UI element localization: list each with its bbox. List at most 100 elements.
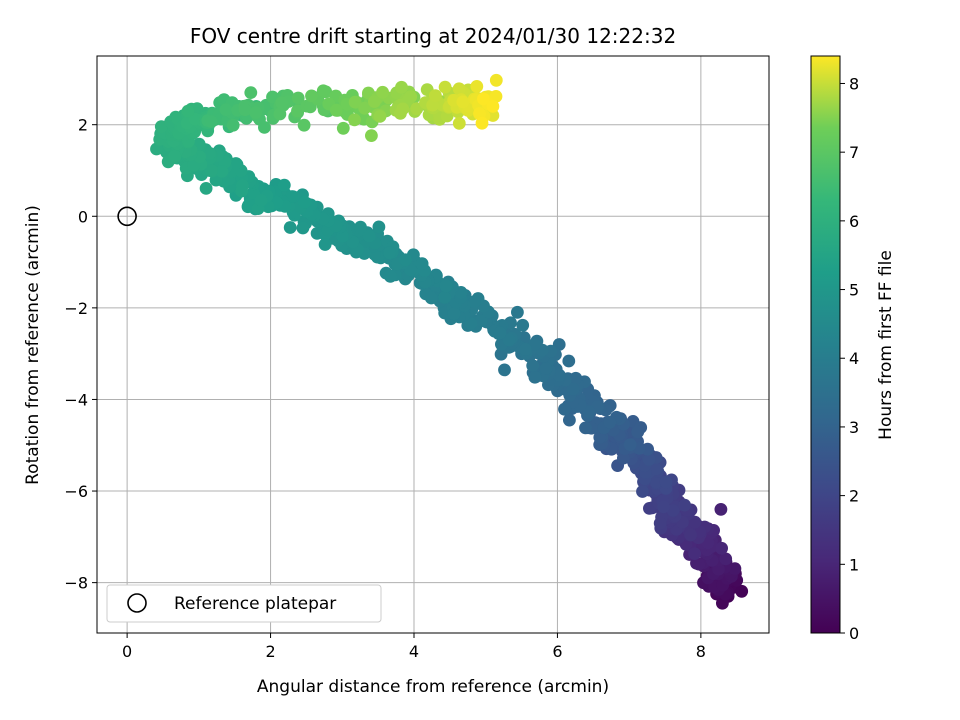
scatter-point bbox=[199, 182, 213, 195]
colorbar-tick-label: 8 bbox=[849, 74, 859, 93]
colorbar-tick-label: 0 bbox=[849, 624, 859, 643]
x-tick-label: 2 bbox=[265, 642, 275, 661]
scatter-point bbox=[475, 116, 489, 130]
x-tick-label: 0 bbox=[122, 642, 132, 661]
scatter-point bbox=[553, 368, 566, 382]
scatter-point bbox=[470, 80, 484, 93]
scatter-points bbox=[150, 73, 749, 610]
scatter-point bbox=[623, 438, 637, 452]
scatter-point bbox=[291, 91, 305, 105]
scatter-point bbox=[464, 317, 478, 330]
scatter-point bbox=[168, 149, 182, 163]
x-tick-label: 8 bbox=[696, 642, 706, 661]
scatter-point bbox=[354, 220, 367, 234]
y-axis-ticks: −8 −6 −4 −2 0 2 bbox=[64, 116, 97, 593]
scatter-point bbox=[404, 90, 418, 104]
scatter-point bbox=[617, 451, 630, 465]
scatter-point bbox=[363, 229, 376, 243]
scatter-point bbox=[650, 475, 663, 489]
scatter-point bbox=[329, 103, 343, 117]
scatter-point bbox=[649, 462, 663, 476]
scatter-point bbox=[298, 195, 311, 209]
scatter-point bbox=[348, 95, 362, 109]
scatter-point bbox=[358, 101, 372, 115]
scatter-point bbox=[316, 84, 330, 98]
scatter-point bbox=[728, 562, 742, 575]
x-axis-label: Angular distance from reference (arcmin) bbox=[257, 677, 609, 697]
scatter-point bbox=[688, 547, 701, 560]
scatter-point bbox=[563, 413, 576, 427]
scatter-point bbox=[254, 194, 268, 207]
scatter-point bbox=[275, 96, 289, 110]
scatter-point bbox=[415, 257, 429, 271]
scatter-point bbox=[631, 425, 645, 439]
scatter-point bbox=[657, 500, 670, 514]
y-tick-label: −2 bbox=[64, 299, 88, 318]
scatter-point bbox=[348, 113, 361, 127]
scatter-point bbox=[477, 92, 490, 106]
scatter-point bbox=[273, 107, 287, 121]
scatter-point bbox=[539, 362, 553, 375]
scatter-point bbox=[438, 80, 452, 94]
scatter-point bbox=[452, 82, 466, 96]
x-axis-ticks: 0 2 4 6 8 bbox=[122, 633, 706, 661]
scatter-point bbox=[226, 118, 240, 132]
colorbar-tick-label: 4 bbox=[849, 349, 859, 368]
scatter-point bbox=[502, 333, 516, 347]
scatter-point bbox=[456, 95, 470, 109]
scatter-point bbox=[395, 80, 408, 94]
scatter-point bbox=[384, 270, 397, 283]
scatter-point bbox=[511, 305, 524, 319]
scatter-point bbox=[558, 402, 571, 416]
scatter-point bbox=[204, 115, 218, 128]
reference-platepar-marker bbox=[117, 206, 137, 227]
scatter-point bbox=[439, 279, 453, 293]
legend-marker bbox=[127, 593, 147, 613]
plot-frame bbox=[96, 55, 770, 634]
scatter-point bbox=[318, 238, 332, 251]
y-tick-label: −6 bbox=[64, 482, 88, 501]
scatter-point bbox=[493, 326, 507, 340]
scatter-point bbox=[528, 370, 542, 384]
scatter-point bbox=[678, 498, 691, 512]
scatter-point bbox=[474, 314, 488, 328]
scatter-point bbox=[376, 85, 389, 99]
scatter-point bbox=[566, 382, 580, 396]
scatter-point bbox=[258, 121, 271, 134]
scatter-point bbox=[365, 129, 378, 143]
scatter-point bbox=[219, 103, 233, 117]
scatter-point bbox=[181, 104, 195, 118]
scatter-point bbox=[519, 342, 532, 356]
scatter-point bbox=[692, 557, 706, 571]
scatter-point bbox=[399, 253, 412, 267]
scatter-point bbox=[249, 106, 263, 119]
x-tick-label: 6 bbox=[552, 642, 562, 661]
scatter-point bbox=[305, 89, 318, 103]
scatter-point bbox=[659, 475, 673, 489]
colorbar: 0 1 2 3 4 5 6 7 8 Hours from first FF file bbox=[810, 55, 896, 643]
scatter-point bbox=[368, 95, 381, 108]
y-tick-label: 2 bbox=[78, 116, 88, 135]
y-axis-label: Rotation from reference (arcmin) bbox=[23, 205, 43, 485]
colorbar-tick-label: 6 bbox=[849, 212, 859, 231]
scatter-point bbox=[238, 103, 252, 117]
legend-box bbox=[106, 584, 382, 623]
scatter-point bbox=[516, 318, 530, 332]
colorbar-gradient bbox=[810, 55, 841, 634]
scatter-point bbox=[296, 221, 310, 235]
scatter-point bbox=[714, 503, 728, 516]
scatter-point bbox=[562, 354, 576, 368]
legend: Reference platepar bbox=[106, 584, 382, 623]
scatter-point bbox=[486, 100, 500, 113]
scatter-point bbox=[205, 164, 218, 178]
chart-title: FOV centre drift starting at 2024/01/30 … bbox=[190, 24, 676, 48]
y-tick-label: −8 bbox=[64, 574, 88, 593]
scatter-point bbox=[429, 89, 442, 102]
scatter-point bbox=[643, 502, 656, 515]
scatter-point bbox=[498, 363, 511, 377]
scatter-point bbox=[383, 246, 396, 260]
colorbar-tick-label: 7 bbox=[849, 143, 859, 162]
legend-entry-reference: Reference platepar bbox=[174, 594, 336, 614]
colorbar-tick-label: 1 bbox=[849, 555, 859, 574]
